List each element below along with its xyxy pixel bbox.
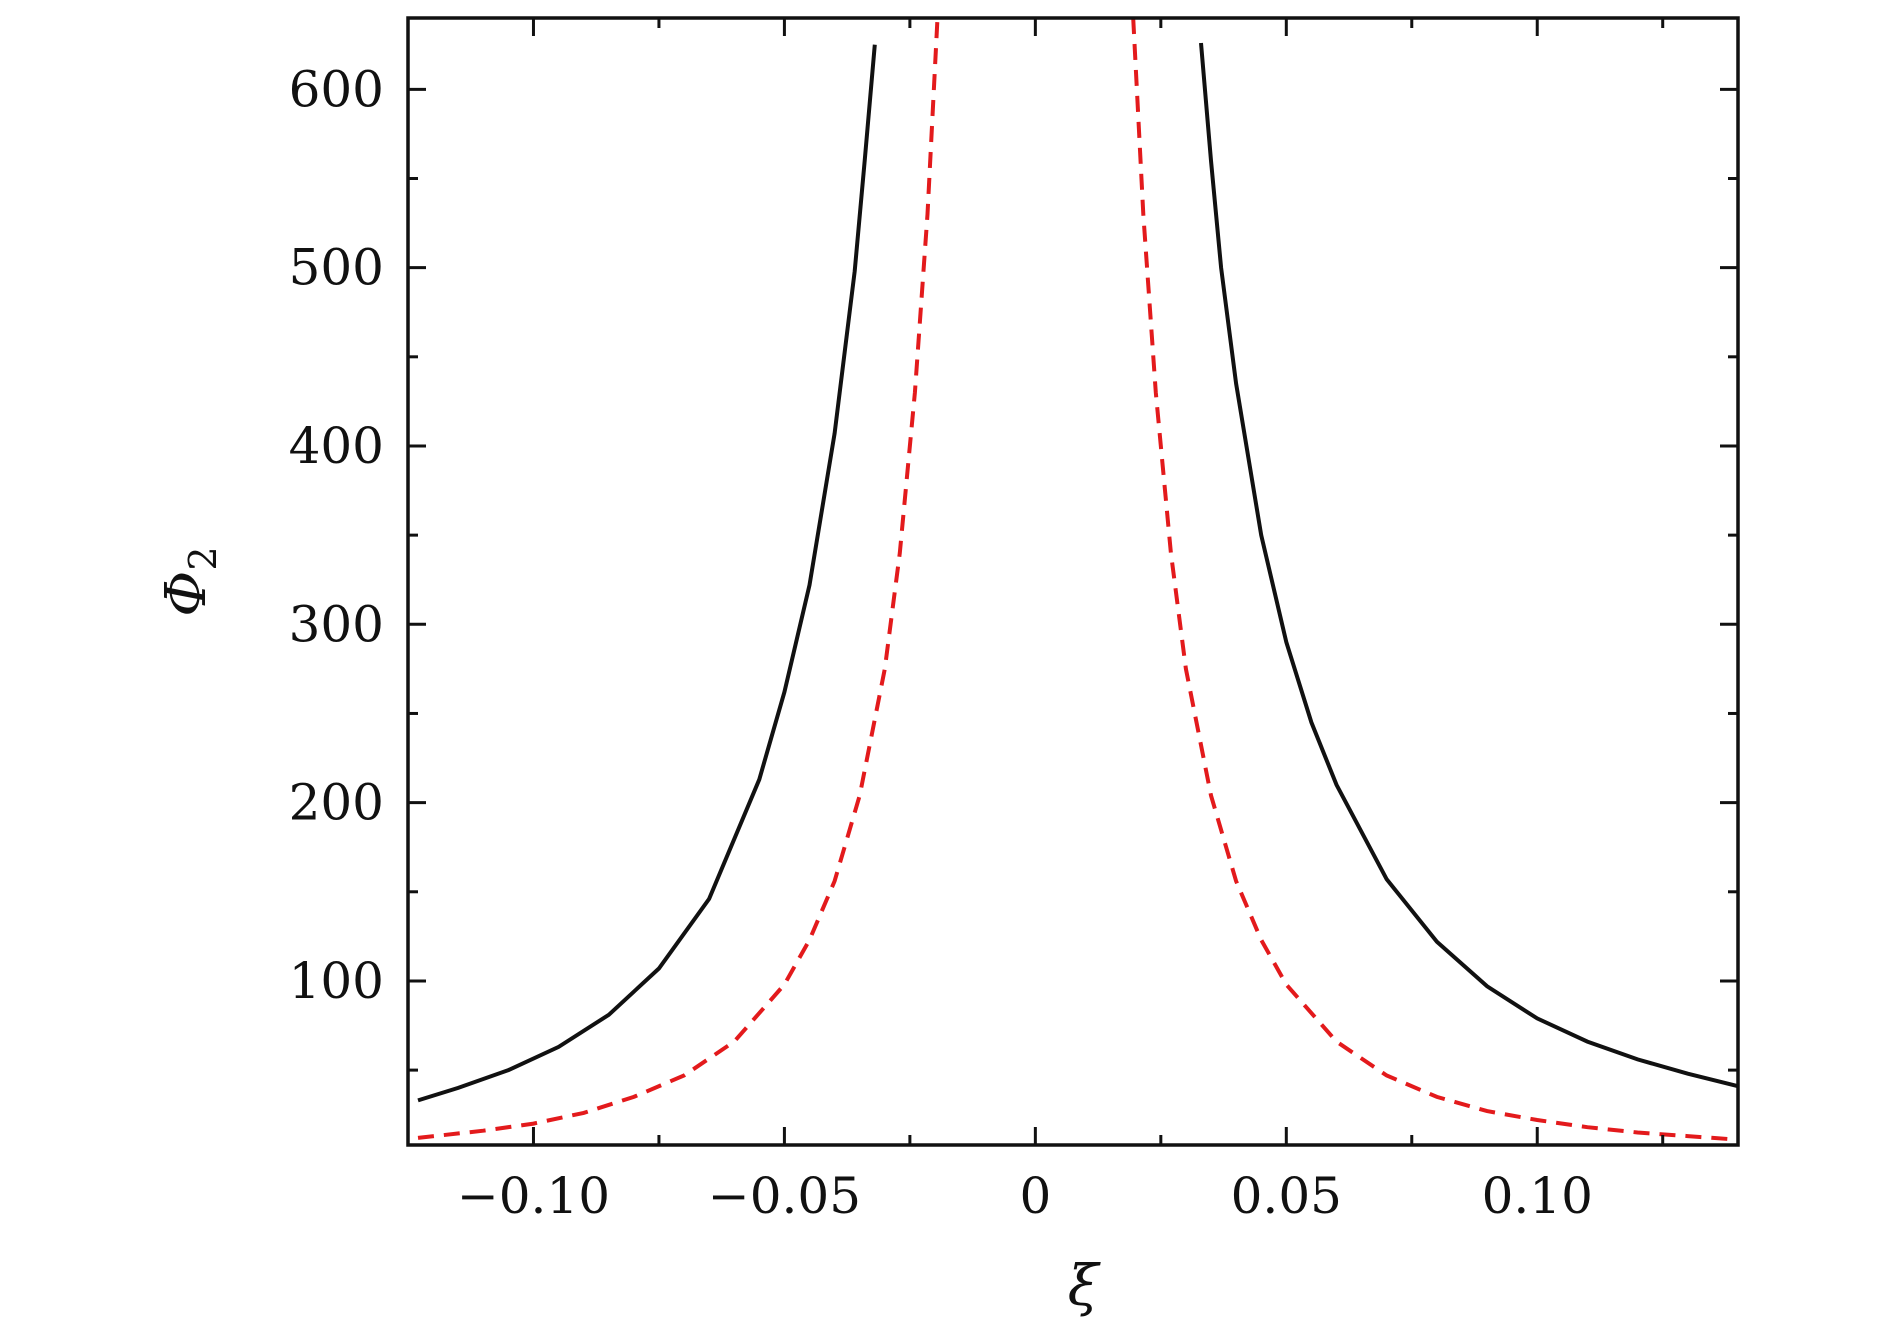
plot-frame (406, 16, 1740, 1147)
y-axis-label-symbol: Φ (154, 571, 219, 617)
y-axis-label-subscript: 2 (181, 546, 225, 570)
x-tick-label: 0.10 (1482, 1167, 1593, 1225)
y-tick-label: 500 (289, 239, 384, 297)
solid-black-curve-segment-2 (1199, 42, 1738, 1089)
y-axis-label: Φ2 (154, 546, 225, 616)
y-tick-label: 200 (289, 774, 384, 832)
tick-layer: −0.10 −0.05 0 0.05 0.10 100 200 300 400 500 600 (289, 18, 1738, 1225)
y-tick-label: 300 (289, 595, 384, 653)
y-tick-label: 100 (289, 952, 384, 1010)
y-tick-label: 400 (289, 417, 384, 475)
y-tick-label: 600 (289, 60, 384, 118)
dashed-red-curve-segment-1 (417, 18, 940, 1140)
x-tick-label: 0 (1019, 1167, 1051, 1225)
x-tick-label: −0.05 (708, 1167, 861, 1225)
series-layer (417, 18, 1738, 1142)
solid-black-curve-segment-1 (417, 44, 877, 1103)
dashed-red-curve-segment-2 (1131, 18, 1738, 1142)
x-axis-label: ξ (1068, 1254, 1102, 1319)
x-tick-label: 0.05 (1231, 1167, 1342, 1225)
x-tick-label: −0.10 (457, 1167, 610, 1225)
